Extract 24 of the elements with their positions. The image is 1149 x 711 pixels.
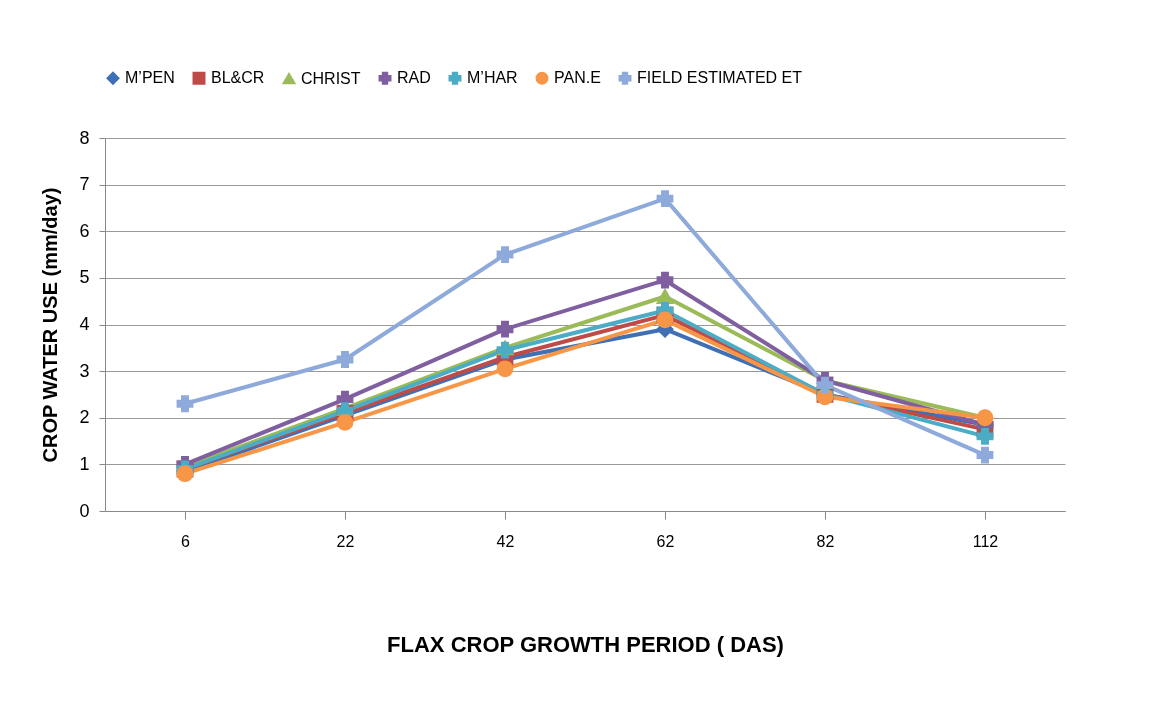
x-tick-label: 22 [336, 532, 355, 550]
x-tick-label: 112 [972, 532, 999, 550]
legend-label: CHRIST [301, 69, 361, 87]
y-tick-label: 3 [79, 360, 90, 381]
y-tick-label: 8 [79, 127, 90, 148]
legend-label: BL&CR [211, 69, 265, 87]
legend-label: RAD [397, 69, 431, 87]
y-tick-label: 7 [79, 174, 90, 195]
x-axis-title: FLAX CROP GROWTH PERIOD ( DAS) [387, 631, 784, 657]
legend-label: FIELD ESTIMATED ET [637, 69, 803, 87]
x-tick-label: 42 [496, 532, 515, 550]
x-tick-label: 62 [656, 532, 675, 550]
y-tick-label: 6 [79, 220, 90, 241]
x-tick-label: 6 [181, 532, 191, 550]
y-tick-label: 5 [79, 267, 90, 288]
y-tick-label: 4 [79, 314, 90, 334]
legend-label: M’PEN [125, 69, 175, 87]
y-tick-label: 2 [79, 407, 90, 428]
y-tick-label: 0 [79, 500, 90, 521]
x-tick-label: 82 [816, 532, 835, 550]
y-axis-title: CROP WATER USE (mm/day) [39, 187, 62, 463]
legend-label: PAN.E [554, 69, 601, 87]
y-tick-label: 1 [79, 453, 90, 474]
legend-label: M’HAR [467, 69, 518, 87]
